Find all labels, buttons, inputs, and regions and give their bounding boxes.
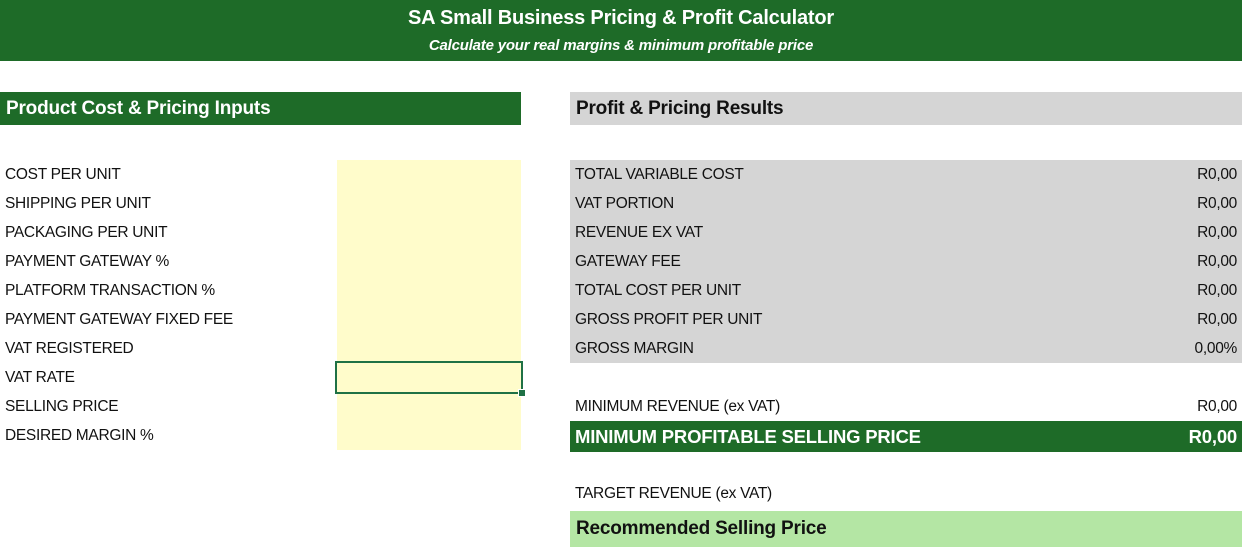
input-cell-desired-margin-pct[interactable] — [337, 421, 521, 450]
input-label-shipping-per-unit: SHIPPING PER UNIT — [5, 195, 151, 212]
input-cell-payment-gateway-pct[interactable] — [337, 247, 521, 276]
input-label-cost-per-unit: COST PER UNIT — [5, 166, 121, 183]
input-label-vat-rate: VAT RATE — [5, 369, 75, 386]
input-label-platform-transaction-pct: PLATFORM TRANSACTION % — [5, 282, 215, 299]
page-title: SA Small Business Pricing & Profit Calcu… — [408, 7, 834, 29]
input-label-payment-gateway-pct: PAYMENT GATEWAY % — [5, 253, 169, 270]
page-subtitle: Calculate your real margins & minimum pr… — [428, 37, 814, 54]
input-cell-vat-rate-selected[interactable] — [335, 361, 526, 397]
input-cell-payment-gateway-fixed-fee[interactable] — [337, 305, 521, 334]
input-label-selling-price: SELLING PRICE — [5, 398, 119, 415]
result-row-gross-margin: GROSS MARGIN 0,00% — [570, 334, 1242, 363]
result-row-revenue-ex-vat: REVENUE EX VAT R0,00 — [570, 218, 1242, 247]
minimum-revenue-row: MINIMUM REVENUE (ex VAT) R0,00 — [570, 392, 1242, 421]
result-row-gateway-fee: GATEWAY FEE R0,00 — [570, 247, 1242, 276]
input-label-payment-gateway-fixed-fee: PAYMENT GATEWAY FIXED FEE — [5, 311, 233, 328]
title-banner: SA Small Business Pricing & Profit Calcu… — [0, 0, 1242, 61]
result-row-vat-portion: VAT PORTION R0,00 — [570, 189, 1242, 218]
minimum-revenue-value: R0,00 — [1197, 397, 1237, 415]
result-label: GROSS MARGIN — [575, 339, 694, 357]
input-cell-selling-price[interactable] — [337, 392, 521, 421]
result-value: R0,00 — [1197, 252, 1237, 270]
inputs-section-header: Product Cost & Pricing Inputs — [0, 92, 521, 125]
result-value: R0,00 — [1197, 194, 1237, 212]
input-labels-column: COST PER UNIT SHIPPING PER UNIT PACKAGIN… — [5, 160, 335, 450]
input-cells-column — [335, 160, 526, 450]
results-block: TOTAL VARIABLE COST R0,00 VAT PORTION R0… — [570, 160, 1242, 363]
input-cell-shipping-per-unit[interactable] — [337, 189, 521, 218]
result-label: TOTAL VARIABLE COST — [575, 165, 744, 183]
target-revenue-row: TARGET REVENUE (ex VAT) — [570, 479, 1242, 508]
result-label: TOTAL COST PER UNIT — [575, 281, 741, 299]
minimum-profitable-price-label: MINIMUM PROFITABLE SELLING PRICE — [575, 425, 921, 447]
target-revenue-label: TARGET REVENUE (ex VAT) — [575, 484, 772, 502]
input-cell-vat-registered[interactable] — [337, 334, 521, 363]
result-row-total-variable-cost: TOTAL VARIABLE COST R0,00 — [570, 160, 1242, 189]
result-value: R0,00 — [1197, 223, 1237, 241]
result-row-gross-profit-per-unit: GROSS PROFIT PER UNIT R0,00 — [570, 305, 1242, 334]
minimum-profitable-price-value: R0,00 — [1188, 425, 1238, 447]
input-cell-cost-per-unit[interactable] — [337, 160, 521, 189]
result-label: GROSS PROFIT PER UNIT — [575, 310, 763, 328]
result-value: R0,00 — [1197, 310, 1237, 328]
result-value: R0,00 — [1197, 165, 1237, 183]
result-value: 0,00% — [1194, 339, 1238, 357]
input-cell-packaging-per-unit[interactable] — [337, 218, 521, 247]
input-label-packaging-per-unit: PACKAGING PER UNIT — [5, 224, 168, 241]
input-label-desired-margin-pct: DESIRED MARGIN % — [5, 427, 154, 444]
minimum-revenue-label: MINIMUM REVENUE (ex VAT) — [575, 397, 780, 415]
fill-handle[interactable] — [518, 389, 526, 397]
minimum-profitable-price-bar: MINIMUM PROFITABLE SELLING PRICE R0,00 — [570, 421, 1242, 452]
result-label: GATEWAY FEE — [575, 252, 681, 270]
result-row-total-cost-per-unit: TOTAL COST PER UNIT R0,00 — [570, 276, 1242, 305]
recommended-selling-price-bar: Recommended Selling Price — [570, 511, 1242, 547]
result-value: R0,00 — [1197, 281, 1237, 299]
input-cell-platform-transaction-pct[interactable] — [337, 276, 521, 305]
input-label-vat-registered: VAT REGISTERED — [5, 340, 134, 357]
result-label: VAT PORTION — [575, 194, 674, 212]
result-label: REVENUE EX VAT — [575, 223, 703, 241]
results-section-header: Profit & Pricing Results — [570, 92, 1242, 125]
